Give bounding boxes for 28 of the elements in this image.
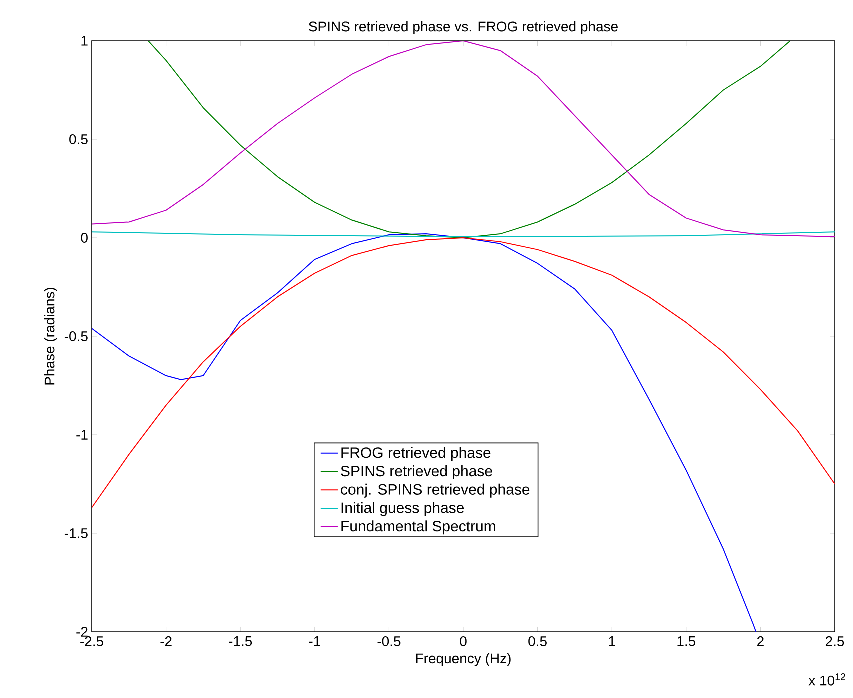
y-tick-label: 1 — [82, 36, 88, 46]
y-tick-label: -1 — [76, 430, 88, 440]
x-tick-label: 1.5 — [678, 636, 696, 646]
legend-label: FROG retrieved phase — [342, 447, 491, 462]
x-axis-title: Frequency (Hz) — [416, 653, 511, 666]
x-tick-label: 2 — [758, 636, 764, 646]
y-axis-title: Phase (radians) — [44, 288, 58, 385]
legend-label: Initial guess phase — [342, 502, 464, 516]
x-tick-label: 0 — [460, 636, 467, 646]
x-tick-label: -1.5 — [229, 636, 252, 646]
x-tick-label: -0.5 — [378, 636, 401, 646]
x-tick-label: -1 — [309, 636, 320, 646]
legend-label: SPINS retrieved phase — [341, 466, 492, 480]
y-tick-label: 0.5 — [70, 134, 88, 144]
text: x 10$^{12}$ — [808, 674, 846, 686]
y-tick-label: -0.5 — [64, 332, 88, 342]
x-tick-label: 0.5 — [528, 636, 547, 646]
legend-label: Fundamental Spectrum — [342, 520, 496, 535]
y-tick-label: -2 — [76, 627, 88, 637]
x-tick-label: -2.5 — [80, 636, 104, 646]
x-tick-label: 2.5 — [826, 636, 844, 646]
y-tick-label: -1.5 — [64, 528, 88, 538]
x-tick-label: 1 — [609, 636, 616, 646]
chart-title: SPINS retrieved phase vs. FROG retrieved phase — [309, 21, 618, 34]
y-tick-label: 0 — [81, 233, 88, 243]
line-series — [92, 234, 757, 632]
x-tick-label: -2 — [160, 636, 172, 646]
legend-label: conj. SPINS retrieved phase — [341, 484, 530, 498]
